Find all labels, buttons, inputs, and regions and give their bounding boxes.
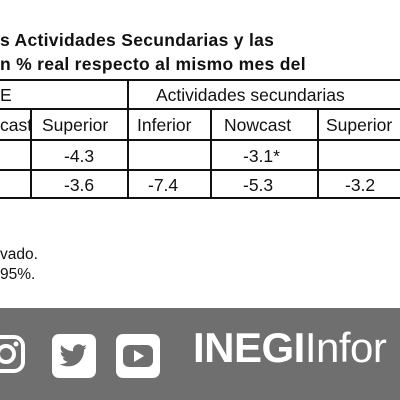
table-note: vado. [0,246,38,263]
col-divider [317,108,319,199]
chart-subtitle: n % real respecto al mismo mes del [0,54,306,74]
footer-bar: INEGIInfor [0,308,400,400]
table-col-header: Superior [326,115,393,135]
youtube-icon[interactable] [116,334,160,378]
table-col-header: Nowcast [224,115,292,135]
table-col-header: cast [0,115,33,135]
table-group-right: Actividades secundarias [156,85,345,105]
table-bottom-border [0,197,400,199]
table-group-border [0,108,400,110]
table-group-left: E [0,85,12,105]
table-col-header: Superior [42,115,109,135]
table-note: 95%. [0,266,36,283]
table-row-border [0,169,400,171]
table-cell: -5.3 [243,175,274,195]
table-top-border [0,79,400,81]
chart-title: s Actividades Secundarias y las [0,30,275,50]
twitter-icon[interactable] [52,334,96,378]
table-header-border [0,139,400,141]
table-cell: -3.6 [64,175,95,195]
table-cell: -3.2 [345,175,376,195]
col-divider [30,108,32,199]
table-cell: -3.1* [243,146,280,166]
table-cell: -7.4 [148,175,179,195]
col-divider [210,108,212,199]
col-divider [127,79,129,199]
table-col-header: Inferior [137,115,192,135]
instagram-icon[interactable] [0,334,26,374]
brand-logo[interactable]: INEGIInfor [193,324,387,371]
table-cell: -4.3 [64,146,95,166]
